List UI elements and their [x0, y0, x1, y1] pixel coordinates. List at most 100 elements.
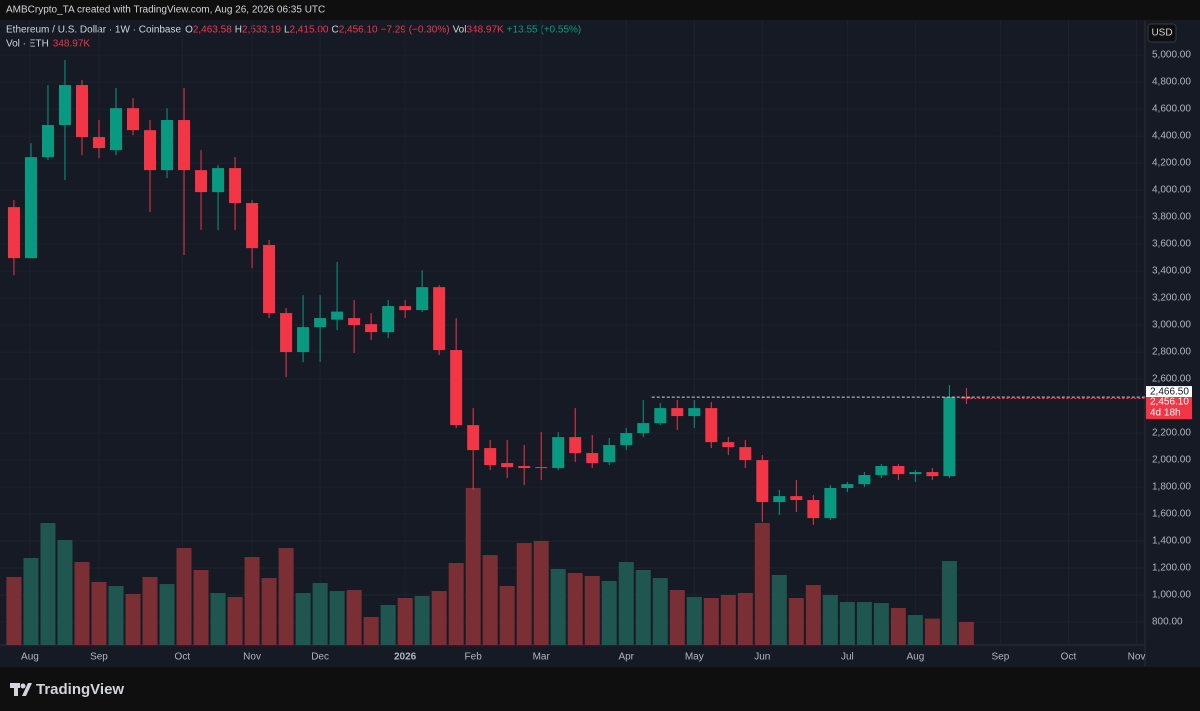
volume-bar — [74, 562, 90, 645]
y-tick-label: 4,400.00 — [1152, 131, 1191, 142]
candle-body — [552, 437, 565, 469]
candle-body — [620, 433, 633, 446]
volume-bar — [652, 578, 668, 645]
legend-text: 2,415.00 — [290, 25, 329, 36]
y-tick-label: 3,400.00 — [1152, 266, 1191, 277]
candle-body — [654, 408, 667, 424]
candle-body — [756, 460, 769, 503]
volume-bar — [890, 608, 906, 645]
x-tick-label: Jun — [754, 652, 770, 663]
volume-bar — [499, 586, 515, 645]
legend-text: Vol — [453, 25, 467, 36]
candle-body — [109, 108, 122, 151]
candle-body — [331, 311, 344, 320]
volume-bar — [805, 585, 821, 645]
candle-body — [807, 500, 820, 519]
volume-bar — [550, 569, 566, 645]
currency-button[interactable] — [1147, 23, 1177, 43]
last-price-tag — [1146, 397, 1192, 420]
candle-body — [416, 287, 429, 311]
volume-bar — [414, 596, 430, 645]
candle-body — [637, 423, 650, 434]
volume-bar — [873, 603, 889, 645]
legend-text: O — [185, 25, 193, 36]
volume-bar — [108, 586, 124, 645]
candle-body — [909, 472, 922, 475]
volume-bar — [57, 540, 73, 645]
candle-body — [314, 318, 327, 328]
x-tick-label: Dec — [311, 652, 329, 663]
volume-bar — [856, 602, 872, 645]
x-tick-label: Sep — [90, 652, 108, 663]
candle-body — [569, 437, 582, 454]
y-tick-label: 3,800.00 — [1152, 212, 1191, 223]
candle-body — [7, 207, 20, 259]
candle-body — [280, 313, 293, 353]
candle-body — [399, 306, 412, 311]
legend-text: H — [235, 25, 242, 36]
candle-body — [722, 442, 735, 448]
last-price-label: 2,456.10 — [1150, 397, 1189, 408]
candle-body — [195, 170, 208, 193]
volume-bar — [6, 576, 22, 645]
candle-body — [688, 408, 701, 417]
candle-body — [24, 157, 37, 259]
volume-bar — [397, 598, 413, 645]
candle-body — [671, 408, 684, 417]
volume-bar — [244, 557, 260, 645]
candle-body — [450, 350, 463, 426]
candle-body — [790, 496, 803, 501]
volume-bar — [142, 576, 158, 645]
x-tick-label: Sep — [992, 652, 1010, 663]
y-tick-label: 3,000.00 — [1152, 320, 1191, 331]
volume-bar — [193, 569, 209, 645]
volume-bar — [40, 522, 56, 645]
candle-body — [892, 466, 905, 475]
volume-bar — [329, 591, 345, 645]
volume-bar — [482, 555, 498, 645]
volume-bar — [771, 575, 787, 645]
x-tick-label: Feb — [465, 652, 483, 663]
candle-body — [824, 488, 837, 519]
volume-bar — [958, 621, 974, 645]
legend-text: 2,456.10 — [339, 25, 378, 36]
legend-text: C — [331, 25, 338, 36]
volume-bar — [533, 540, 549, 645]
volume-bar — [125, 593, 141, 645]
y-tick-label: 4,800.00 — [1152, 77, 1191, 88]
candle-body — [926, 472, 939, 477]
price-line-label: 2,466.50 — [1150, 387, 1189, 398]
candle-body — [518, 466, 531, 469]
candle-body — [263, 245, 276, 314]
candle-body — [297, 327, 310, 353]
candle-body — [501, 463, 514, 468]
candle-body — [943, 397, 956, 477]
currency[interactable]: USD — [1151, 28, 1172, 39]
x-tick-label: Apr — [618, 652, 634, 663]
y-tick-label: 1,000.00 — [1152, 590, 1191, 601]
x-tick-label: Mar — [533, 652, 551, 663]
candle-body — [58, 85, 71, 126]
x-tick-label: 2026 — [394, 652, 417, 663]
volume-bar — [346, 590, 362, 645]
x-tick-label: Aug — [906, 652, 924, 663]
y-tick-label: 2,200.00 — [1152, 428, 1191, 439]
volume-bar — [618, 562, 634, 645]
volume-bar — [720, 594, 736, 645]
volume-bar — [363, 616, 379, 645]
volume-bar — [584, 575, 600, 645]
volume-bar — [261, 578, 277, 645]
y-tick-label: 3,200.00 — [1152, 293, 1191, 304]
volume-bar — [448, 563, 464, 645]
candle-body — [41, 125, 54, 158]
candle-body — [841, 484, 854, 489]
y-tick-label: 5,000.00 — [1152, 50, 1191, 61]
candle-body — [365, 324, 378, 333]
candle-body — [535, 467, 548, 469]
candle-body — [586, 453, 599, 464]
candle-body — [773, 496, 786, 503]
volume-bar — [465, 488, 481, 645]
volume-bar — [754, 522, 770, 645]
volume-bar — [924, 618, 940, 645]
